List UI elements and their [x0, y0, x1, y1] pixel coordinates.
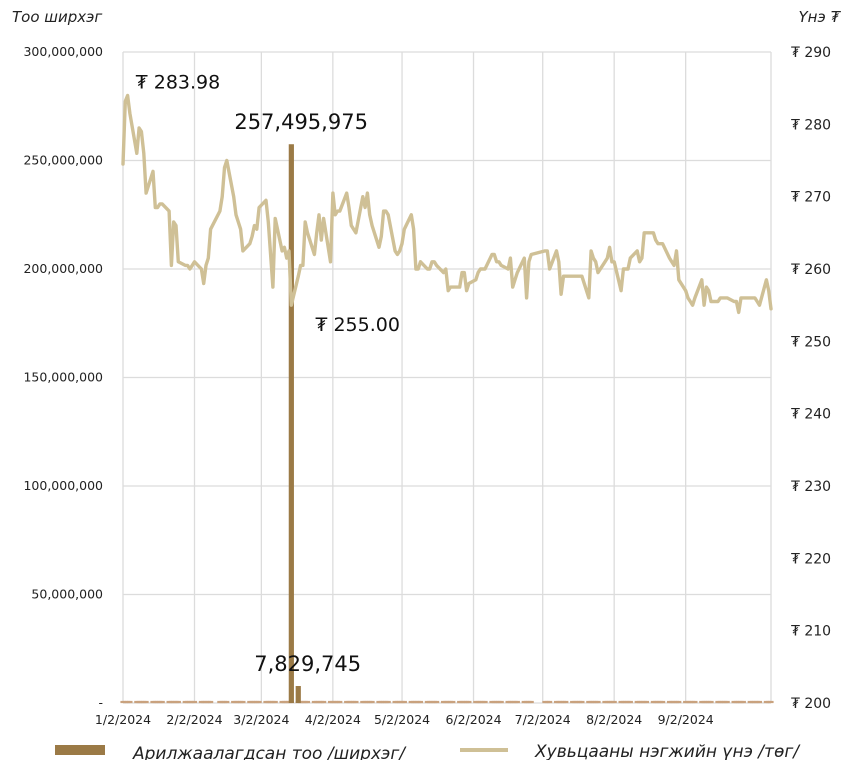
left-axis-title: Тоо ширхэг — [12, 8, 102, 26]
x-tick-label: 1/2/2024 — [95, 712, 151, 727]
x-tick-label: 5/2/2024 — [374, 712, 430, 727]
price-data-label: ₮ 255.00 — [315, 314, 400, 336]
y-right-tick-label: ₮ 220 — [791, 551, 831, 567]
legend-volume-swatch — [55, 745, 105, 755]
legend-price-label: Хувьцааны нэгжийн үнэ /төг/ — [534, 742, 801, 760]
y-right-tick-label: ₮ 210 — [791, 624, 831, 640]
price-series-line — [121, 93, 773, 315]
x-tick-label: 7/2/2024 — [515, 712, 571, 727]
y-right-tick-label: ₮ 230 — [791, 479, 831, 495]
y-right-tick-label: ₮ 260 — [791, 262, 831, 278]
x-tick-label: 8/2/2024 — [586, 712, 642, 727]
y-left-tick-label: 200,000,000 — [23, 261, 103, 276]
volume-bars — [288, 144, 301, 703]
y-right-tick-label: ₮ 280 — [791, 117, 831, 133]
y-left-tick-zero: - — [98, 695, 103, 710]
price-line — [121, 93, 773, 315]
x-tick-label: 4/2/2024 — [305, 712, 361, 727]
volume-bar — [288, 144, 294, 703]
x-tick-label: 9/2/2024 — [658, 712, 714, 727]
y-left-tick-label: 50,000,000 — [31, 587, 103, 602]
axis-ticks: - 50,000,000 100,000,000 150,000,000 200,000… — [23, 44, 831, 727]
x-tick-label: 2/2/2024 — [166, 712, 222, 727]
volume-data-label: 257,495,975 — [234, 110, 368, 134]
y-left-tick-label: 250,000,000 — [23, 153, 103, 168]
price-data-label: ₮ 283.98 — [136, 72, 221, 94]
right-axis-title: Үнэ ₮ — [798, 8, 841, 26]
x-tick-label: 3/2/2024 — [233, 712, 289, 727]
volume-bar — [295, 686, 301, 703]
y-left-tick-label: 150,000,000 — [23, 370, 103, 385]
y-right-tick-label: ₮ 270 — [791, 190, 831, 206]
grid-layer — [122, 51, 772, 704]
y-right-tick-label: ₮ 250 — [791, 334, 831, 350]
annotations: ₮ 283.98 257,495,975 ₮ 255.00 7,829,745 — [136, 72, 400, 676]
y-left-tick-label: 300,000,000 — [23, 44, 103, 59]
y-right-tick-label: ₮ 200 — [791, 696, 831, 712]
x-tick-label: 6/2/2024 — [445, 712, 501, 727]
legend-volume-label: Арилжаалагдсан тоо /ширхэг/ — [132, 744, 407, 760]
volume-data-label: 7,829,745 — [254, 652, 361, 676]
y-left-tick-label: 100,000,000 — [23, 478, 103, 493]
y-right-tick-label: ₮ 240 — [791, 407, 831, 423]
y-right-tick-label: ₮ 290 — [791, 45, 831, 61]
legend: Арилжаалагдсан тоо /ширхэг/ Хувьцааны нэ… — [55, 742, 801, 760]
